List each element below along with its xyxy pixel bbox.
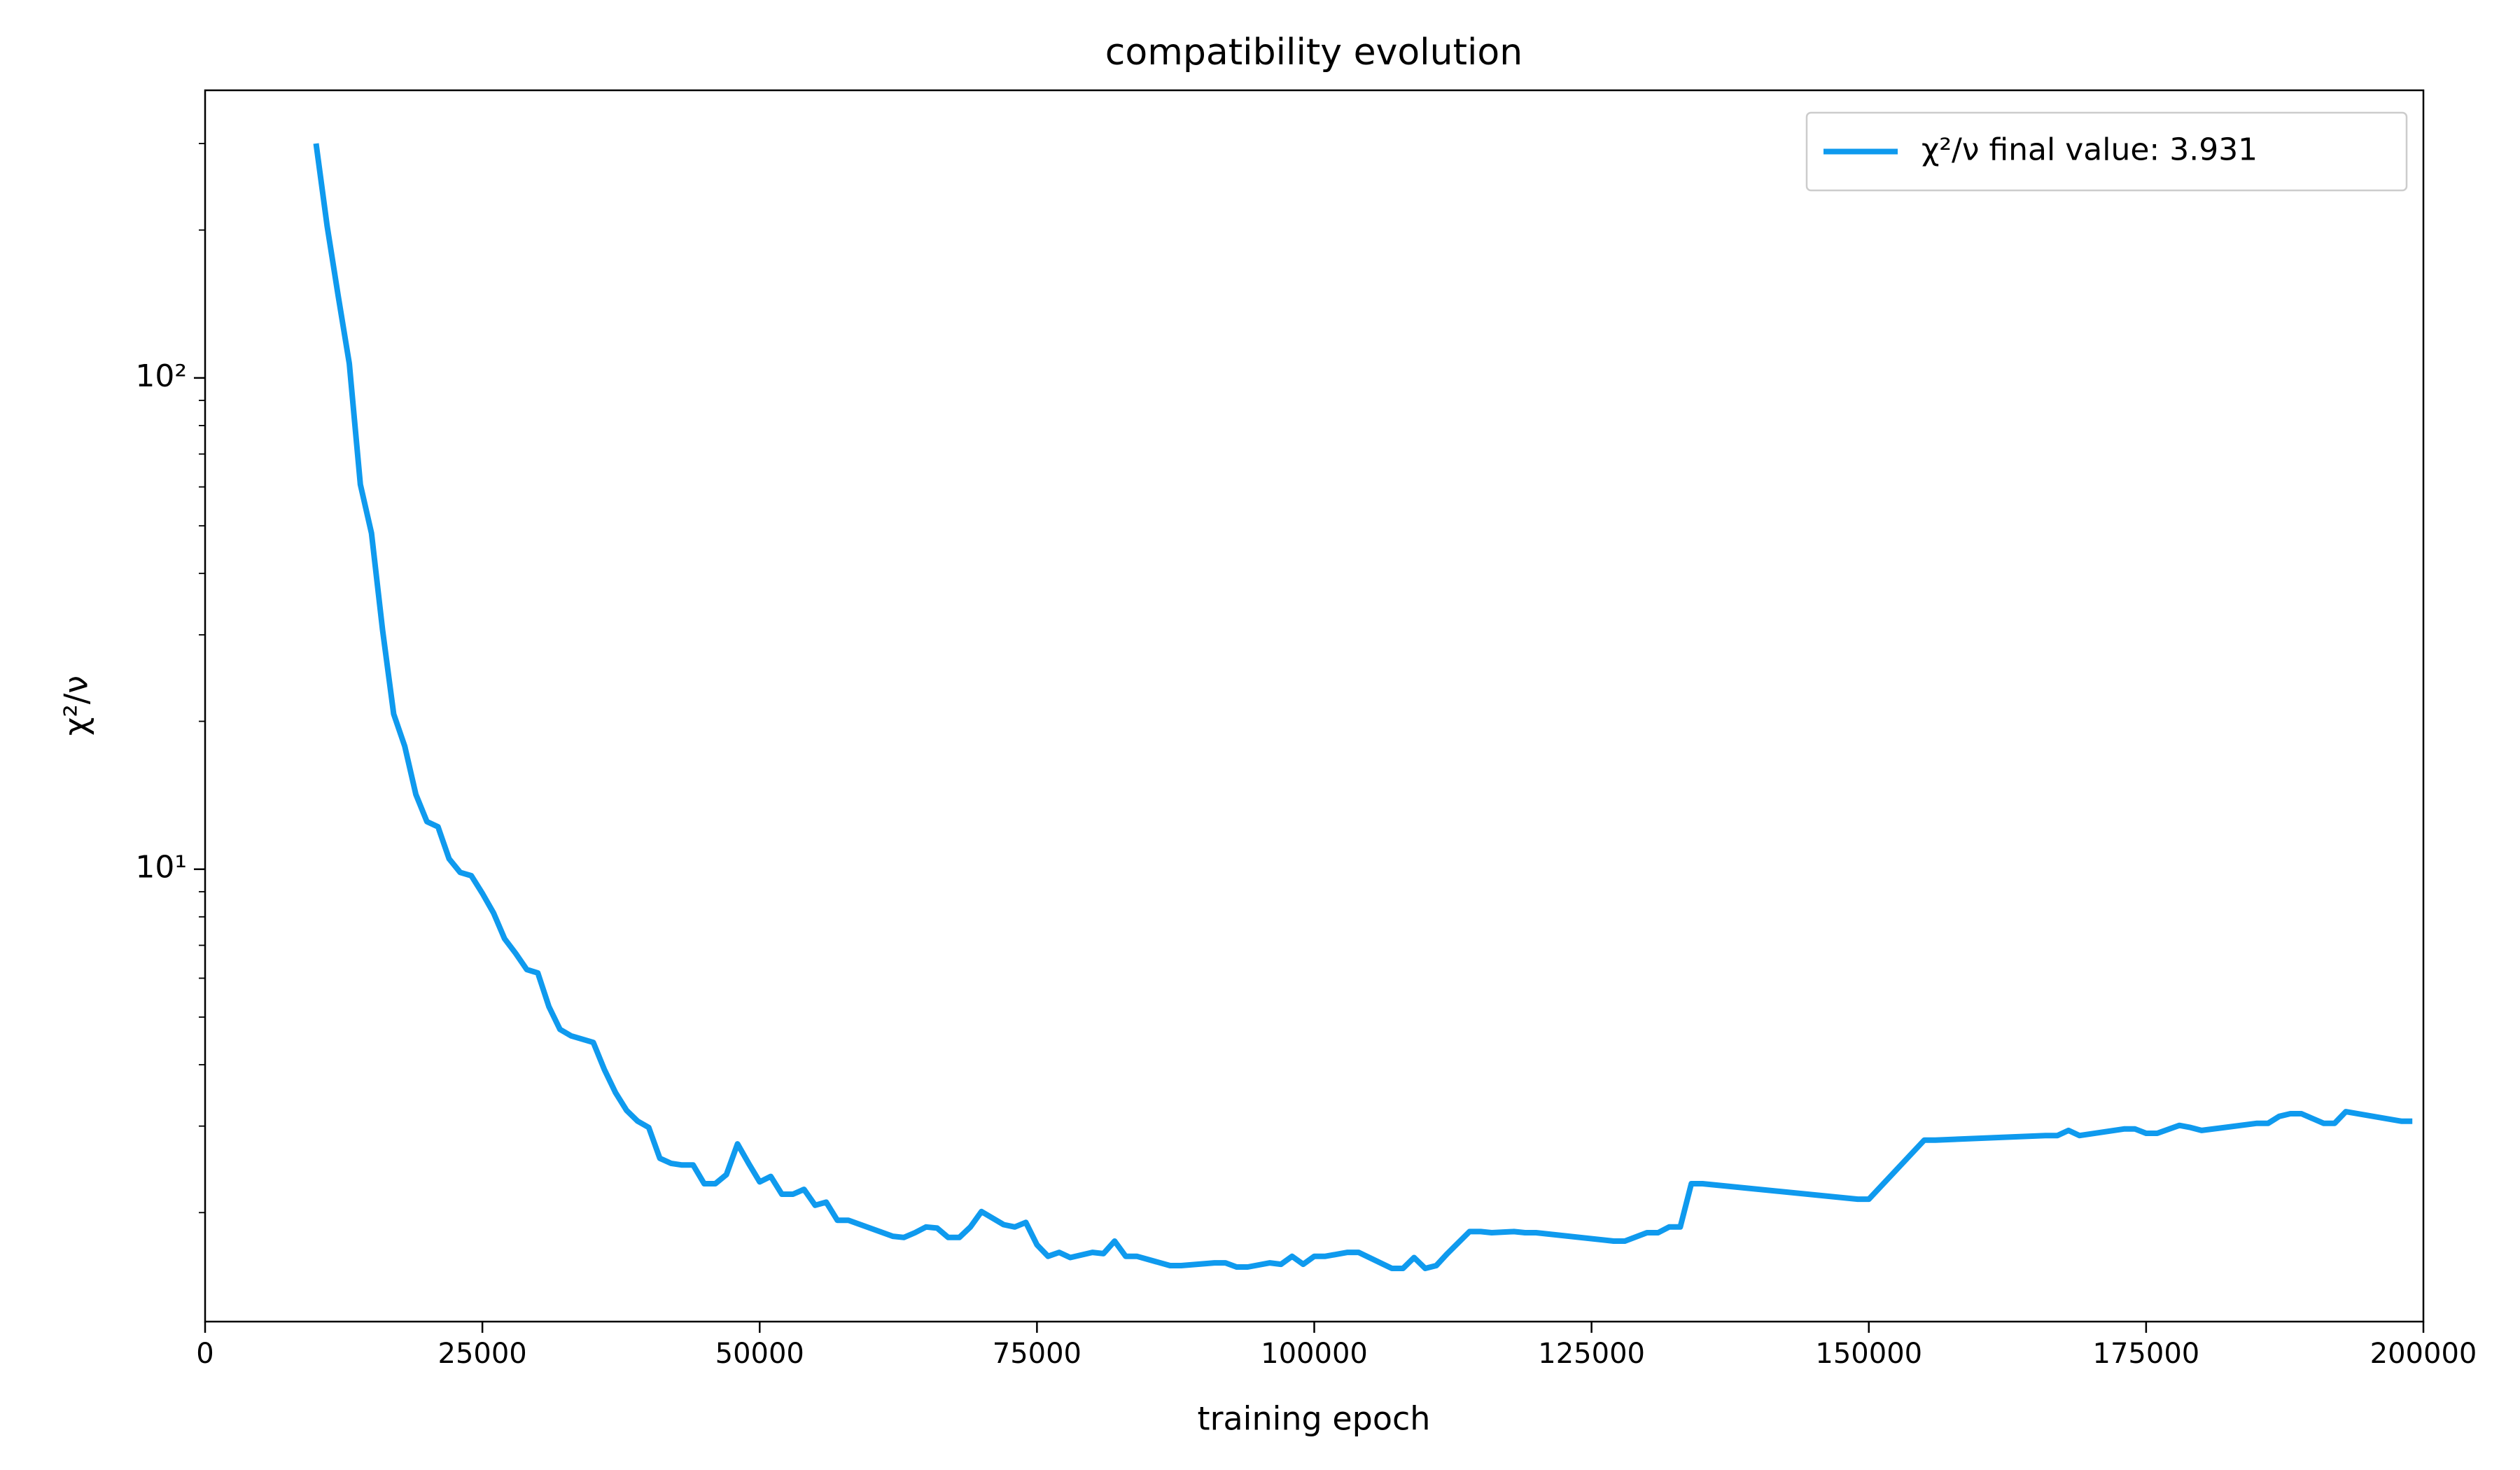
x-tick-label: 0 bbox=[196, 1338, 214, 1370]
plot-frame bbox=[204, 89, 2425, 1323]
x-tick-label: 100000 bbox=[1261, 1338, 1368, 1370]
x-tick-label: 150000 bbox=[1815, 1338, 1922, 1370]
chart-title: compatibility evolution bbox=[1105, 31, 1522, 74]
x-tick-label: 75000 bbox=[993, 1338, 1082, 1370]
x-tick-label: 25000 bbox=[438, 1338, 527, 1370]
x-tick-label: 175000 bbox=[2093, 1338, 2200, 1370]
y-axis-label: χ²/ν bbox=[57, 676, 95, 736]
y-tick-label: 10² bbox=[135, 358, 187, 394]
x-axis-label: training epoch bbox=[1198, 1400, 1431, 1438]
x-tick-label: 200000 bbox=[2370, 1338, 2477, 1370]
legend-label: χ²/ν final value: 3.931 bbox=[1921, 132, 2258, 168]
y-tick-label: 10¹ bbox=[135, 850, 187, 886]
legend-box bbox=[1805, 111, 2408, 192]
x-tick-label: 125000 bbox=[1538, 1338, 1645, 1370]
data-line bbox=[313, 143, 2413, 1271]
x-tick-label: 50000 bbox=[715, 1338, 804, 1370]
